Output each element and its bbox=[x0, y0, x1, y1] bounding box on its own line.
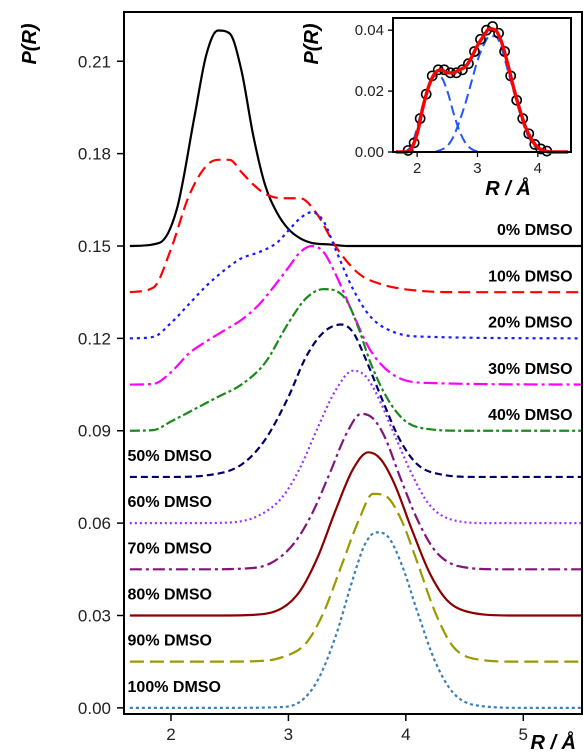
x-tick-label: 5 bbox=[519, 725, 528, 744]
main-series-labels: 0% DMSO 10% DMSO 20% DMSO 30% DMSO 40% DMSO 5… bbox=[128, 222, 573, 696]
y-tick-label: 0.00 bbox=[78, 699, 111, 718]
inset-axis-titles: R / Å P(R) bbox=[301, 23, 531, 200]
series-label-40pct-dmso: 40% DMSO bbox=[488, 407, 572, 424]
inset-data-point bbox=[469, 46, 480, 57]
inset-y-tick-label: 0.04 bbox=[355, 22, 384, 39]
series-label-60pct-dmso: 60% DMSO bbox=[128, 494, 212, 511]
series-label-70pct-dmso: 70% DMSO bbox=[128, 540, 212, 557]
inset-data-point bbox=[535, 143, 547, 155]
series-label-100pct-dmso: 100% DMSO bbox=[128, 679, 221, 696]
inset-x-tick-label: 3 bbox=[473, 160, 481, 177]
main-axis-ticks: 2 3 4 5 0.00 0.03 0.06 0.09 0.12 0.15 0.18 0.21 bbox=[78, 52, 528, 744]
inset-data-point bbox=[487, 21, 498, 32]
series-line-10pct-dmso bbox=[129, 158, 582, 294]
series-line-30pct-dmso bbox=[129, 244, 583, 386]
inset-series-group bbox=[396, 21, 568, 157]
y-tick-label: 0.09 bbox=[78, 422, 111, 441]
series-label-30pct-dmso: 30% DMSO bbox=[488, 361, 572, 378]
y-tick-label: 0.03 bbox=[78, 606, 111, 625]
series-line-20pct-dmso bbox=[129, 211, 583, 340]
main-plot-frame bbox=[123, 11, 583, 715]
series-label-50pct-dmso: 50% DMSO bbox=[128, 448, 212, 465]
series-label-10pct-dmso: 10% DMSO bbox=[488, 268, 572, 285]
inset-plot-frame bbox=[392, 17, 572, 153]
y-tick-label: 0.06 bbox=[78, 514, 111, 533]
inset-data-point bbox=[475, 33, 486, 45]
series-line-90pct-dmso bbox=[129, 492, 582, 663]
x-axis-title: R / Å bbox=[530, 730, 576, 754]
series-label-20pct-dmso: 20% DMSO bbox=[488, 315, 572, 332]
series-line-40pct-dmso bbox=[129, 288, 582, 432]
inset-y-tick-label: 0.00 bbox=[355, 144, 384, 161]
inset-x-tick-label: 2 bbox=[413, 160, 421, 177]
inset-data-point bbox=[463, 58, 474, 70]
x-tick-label: 4 bbox=[401, 725, 410, 744]
series-line-60pct-dmso bbox=[129, 369, 582, 525]
main-axis-titles: R / Å P(R) bbox=[19, 23, 576, 754]
series-line-80pct-dmso bbox=[129, 451, 582, 617]
series-line-70pct-dmso bbox=[129, 412, 582, 571]
series-label-90pct-dmso: 90% DMSO bbox=[128, 633, 212, 650]
inset-y-tick-label: 0.02 bbox=[355, 83, 384, 100]
inset-x-axis-title: R / Å bbox=[485, 176, 531, 200]
inset-fit-line bbox=[396, 26, 568, 154]
main-series-group bbox=[129, 29, 583, 709]
series-line-100pct-dmso bbox=[129, 531, 582, 709]
y-tick-label: 0.12 bbox=[78, 329, 111, 348]
inset-x-tick-label: 4 bbox=[534, 160, 542, 177]
y-tick-label: 0.21 bbox=[78, 52, 111, 71]
series-line-0pct-dmso bbox=[129, 29, 582, 248]
series-label-0pct-dmso: 0% DMSO bbox=[497, 222, 573, 239]
x-tick-label: 3 bbox=[284, 725, 293, 744]
series-line-50pct-dmso bbox=[129, 323, 582, 479]
inset-chart: 2 3 4 0.00 0.02 0.04 R / Å P(R) bbox=[301, 17, 572, 200]
y-tick-label: 0.15 bbox=[78, 237, 111, 256]
inset-data-point bbox=[523, 128, 535, 140]
series-label-80pct-dmso: 80% DMSO bbox=[128, 586, 212, 603]
inset-axis-ticks: 2 3 4 0.00 0.02 0.04 bbox=[355, 22, 542, 177]
inset-component-1-line bbox=[404, 74, 484, 153]
inset-component-2-line bbox=[434, 35, 551, 153]
y-axis-title: P(R) bbox=[19, 23, 41, 64]
x-tick-label: 2 bbox=[166, 725, 175, 744]
inset-y-axis-title: P(R) bbox=[301, 23, 323, 64]
y-tick-label: 0.18 bbox=[78, 145, 111, 164]
